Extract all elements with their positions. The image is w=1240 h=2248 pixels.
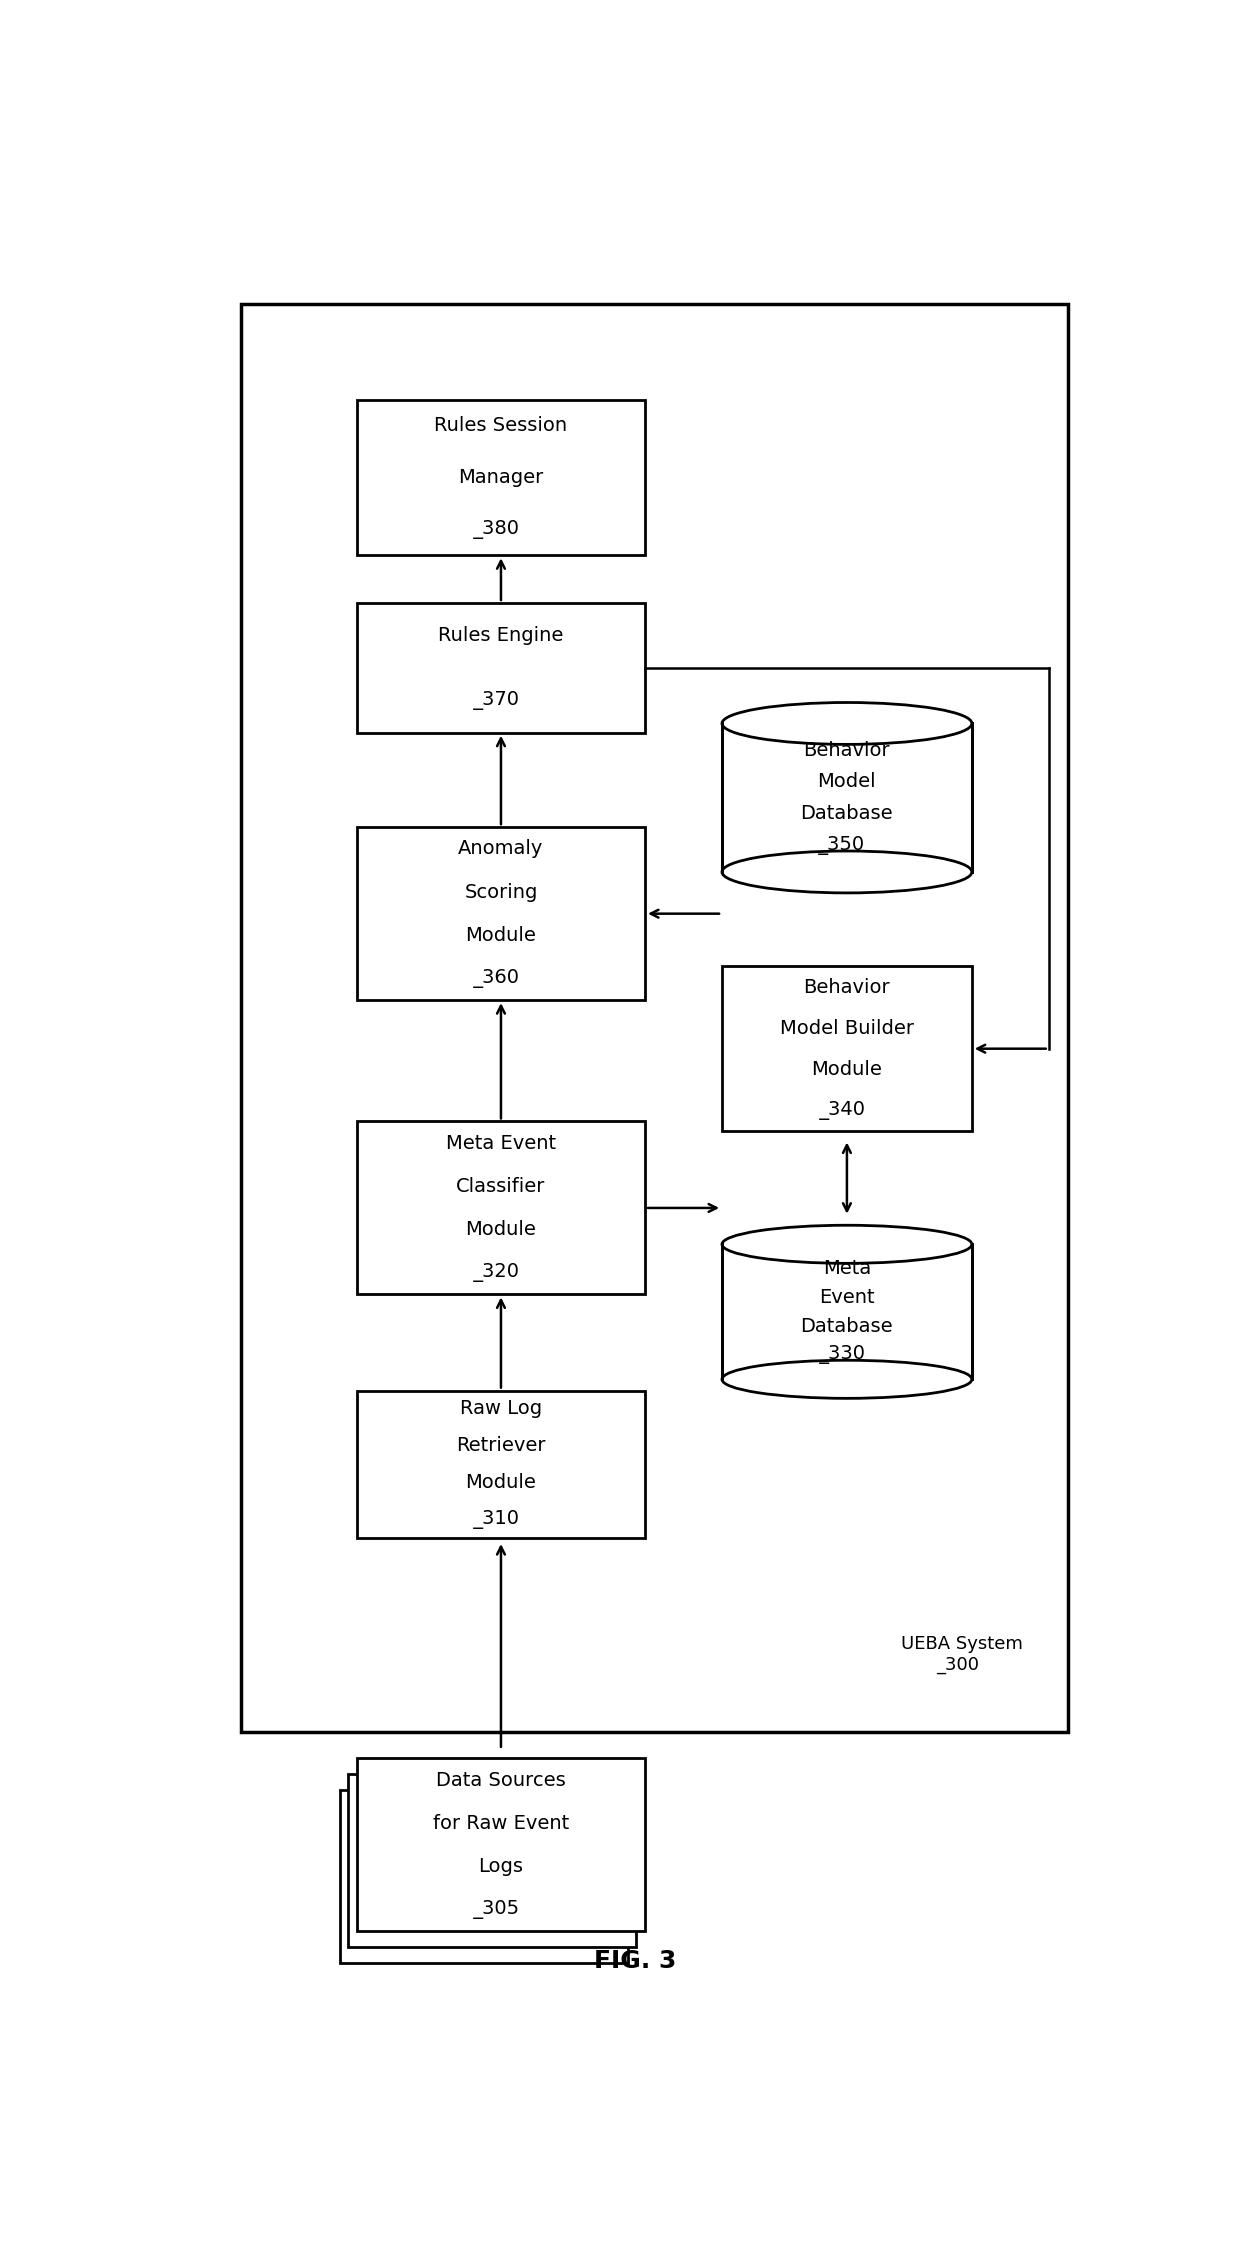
Text: for Raw Event: for Raw Event [433, 1814, 569, 1832]
Text: UEBA System
̲300: UEBA System ̲300 [901, 1634, 1023, 1675]
Bar [357, 827, 645, 1000]
Text: Behavior: Behavior [804, 978, 890, 996]
Text: FIG. 3: FIG. 3 [594, 1949, 677, 1974]
Text: Anomaly: Anomaly [459, 839, 543, 859]
Text: Module: Module [465, 1472, 537, 1493]
Text: Module: Module [811, 1059, 883, 1079]
Text: Rules Engine: Rules Engine [438, 625, 564, 645]
Ellipse shape [722, 1360, 972, 1398]
Text: ̲320: ̲320 [482, 1263, 520, 1281]
Text: ̲305: ̲305 [482, 1900, 520, 1920]
Text: Rules Session: Rules Session [434, 416, 568, 436]
Bar [357, 1122, 645, 1295]
Text: Classifier: Classifier [456, 1176, 546, 1196]
Bar [242, 303, 1068, 1733]
Bar [357, 602, 645, 733]
Ellipse shape [722, 852, 972, 892]
Bar [348, 1774, 636, 1947]
Text: Raw Log: Raw Log [460, 1401, 542, 1418]
Text: Retriever: Retriever [456, 1436, 546, 1454]
Bar [357, 1392, 645, 1538]
Text: ̲380: ̲380 [482, 519, 520, 540]
Text: Module: Module [465, 926, 537, 944]
Text: ̲310: ̲310 [482, 1511, 520, 1529]
Bar [722, 724, 972, 872]
Ellipse shape [722, 701, 972, 744]
Bar [357, 1758, 645, 1931]
Text: Event: Event [820, 1288, 874, 1306]
Text: ̲350: ̲350 [828, 836, 866, 854]
Text: Database: Database [801, 1317, 893, 1335]
Bar [722, 967, 972, 1131]
Text: ̲370: ̲370 [482, 690, 520, 710]
Text: ̲330: ̲330 [828, 1344, 866, 1365]
Text: ̲360: ̲360 [482, 969, 520, 989]
Text: Meta: Meta [823, 1259, 870, 1279]
Bar [722, 1245, 972, 1380]
Text: Module: Module [465, 1221, 537, 1239]
Text: Model: Model [817, 773, 877, 791]
Text: Database: Database [801, 805, 893, 823]
Bar [340, 1789, 627, 1963]
Bar [357, 400, 645, 555]
Text: Behavior: Behavior [804, 742, 890, 760]
Text: Scoring: Scoring [464, 883, 538, 901]
Text: Data Sources: Data Sources [436, 1771, 565, 1789]
Text: ̲340: ̲340 [828, 1102, 866, 1120]
Text: Model Builder: Model Builder [780, 1018, 914, 1039]
Text: Logs: Logs [479, 1857, 523, 1877]
Text: Meta Event: Meta Event [446, 1133, 556, 1153]
Ellipse shape [722, 1225, 972, 1263]
Text: Manager: Manager [459, 468, 543, 488]
